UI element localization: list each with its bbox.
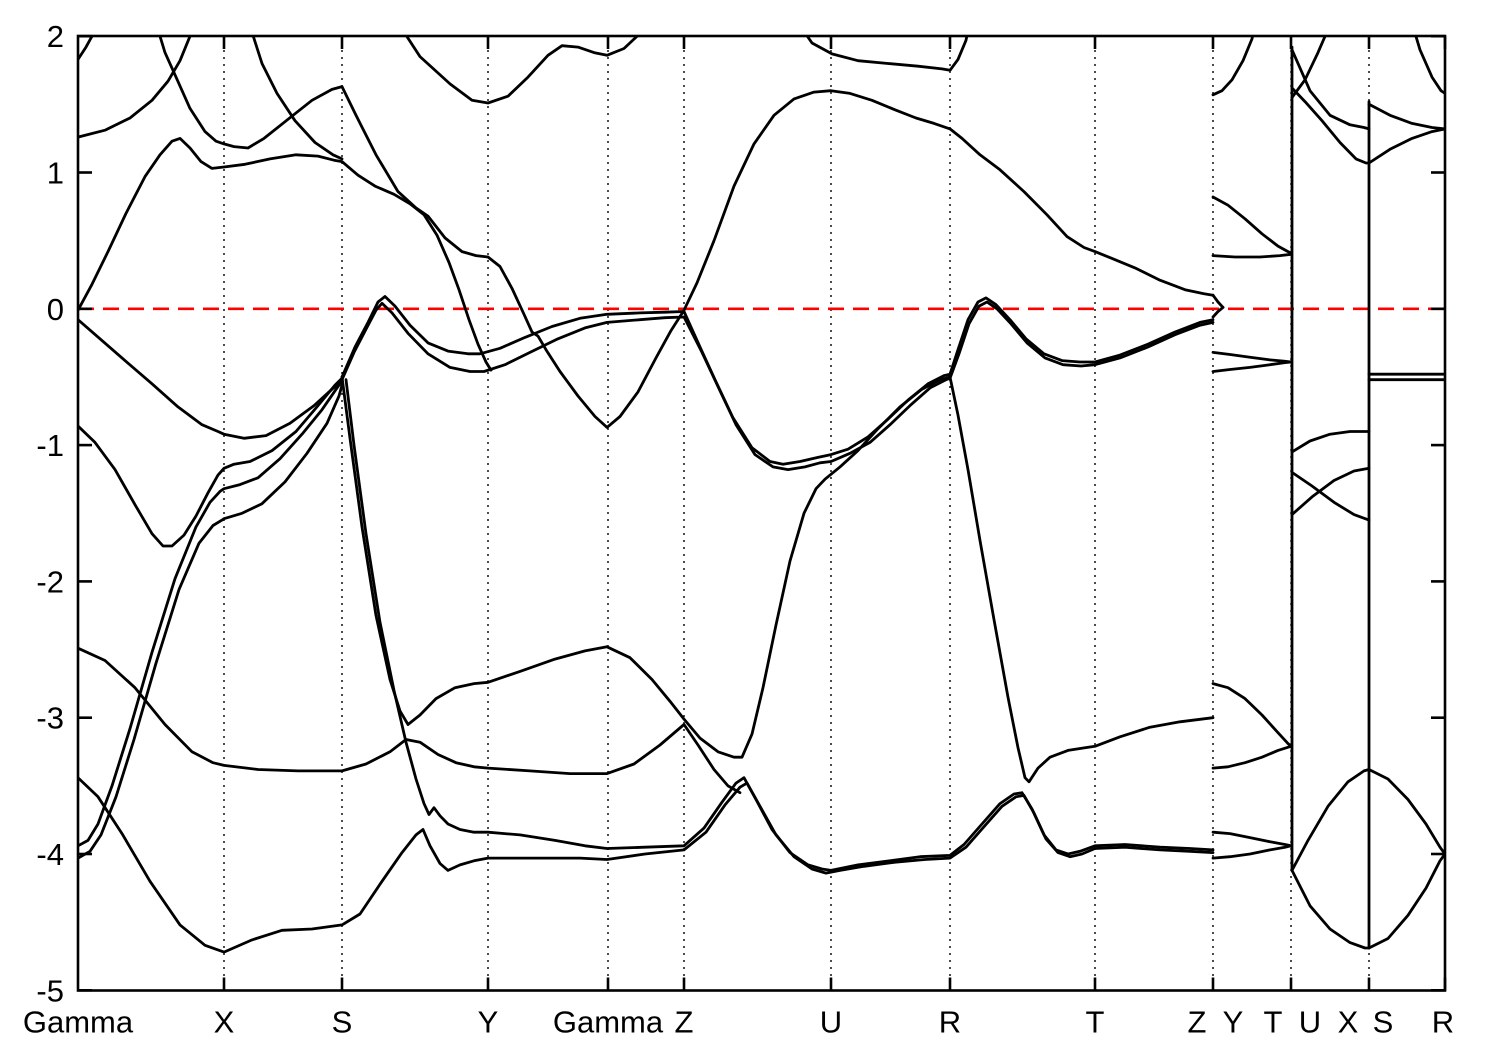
band-sr-s5 [1367, 127, 1445, 165]
k-point-label-u: U [820, 1005, 842, 1040]
k-point-label-s: S [1373, 1005, 1394, 1040]
band-sr-s8 [1367, 768, 1445, 856]
band-ux-r2 [1290, 466, 1371, 516]
band-yt-p1 [1211, 36, 1255, 97]
k-point-label-u: U [1299, 1005, 1321, 1040]
y-axis-labels: 2 1 0 -1 -2 -3 -4 -5 [36, 19, 64, 1008]
y-tick-label: -5 [36, 973, 64, 1008]
k-point-label-x: X [214, 1005, 235, 1040]
band-t2-main [158, 36, 1215, 429]
band-sr-s4 [1367, 102, 1445, 131]
band-sr-s3 [1414, 36, 1445, 95]
band-ux-t1 [1290, 768, 1371, 872]
y-tick-label: 2 [47, 19, 64, 54]
k-point-label-r: R [1432, 1005, 1454, 1040]
band-steep-c [78, 383, 344, 860]
band-gamma-top-arc [78, 36, 94, 61]
k-point-label-gamma: Gamma [553, 1005, 664, 1040]
band-ux-t2 [1290, 869, 1371, 950]
band-u-curve [78, 376, 344, 548]
band-yt-p7b [1211, 844, 1293, 860]
k-point-label-r: R [939, 1005, 961, 1040]
k-point-labels: Gamma X S Y Gamma Z U R T Z Y T U X S R [23, 1005, 1454, 1040]
band-t3-riser [78, 36, 192, 139]
k-point-label-s: S [332, 1005, 353, 1040]
k-point-label-y: Y [478, 1005, 499, 1040]
band-a1-hump-pair-upper [340, 295, 1215, 466]
band-t5-hump [78, 137, 493, 372]
plot-border [76, 34, 1447, 992]
band-yt-p4b [1211, 306, 1225, 319]
band-t1a-top [404, 36, 640, 105]
y-tick-label: -1 [36, 428, 64, 463]
band-ux-r1 [1290, 430, 1371, 454]
y-tick-label: -3 [36, 701, 64, 736]
y-tick-label: 1 [47, 156, 64, 191]
k-point-label-t: T [1264, 1005, 1283, 1040]
band-yt-p6a [1211, 682, 1293, 748]
band-ux-q1 [1290, 86, 1371, 165]
band-yt-p7a [1211, 830, 1293, 848]
band-ux-r3 [1290, 471, 1371, 522]
band-ux-q3 [1290, 36, 1327, 99]
band-t1b-top [805, 36, 969, 72]
band-e-band [340, 375, 1215, 784]
band-d-band [78, 646, 742, 795]
k-point-label-z: Z [1188, 1005, 1207, 1040]
k-point-label-t: T [1086, 1005, 1105, 1040]
band-g-band [78, 776, 1215, 954]
band-sr-s9 [1367, 852, 1445, 950]
bands-group [78, 36, 1445, 954]
y-tick-label: 0 [47, 292, 64, 327]
band-desc-gamma-x [78, 318, 344, 440]
k-point-label-y: Y [1223, 1005, 1244, 1040]
k-point-label-gamma: Gamma [23, 1005, 134, 1040]
band-yt-p4a [1211, 293, 1225, 309]
y-tick-label: -4 [36, 837, 64, 872]
tick-marks [78, 34, 1447, 992]
band-steep-b [78, 379, 344, 848]
band-t4-upper [251, 36, 344, 161]
band-yt-p6b [1211, 744, 1293, 770]
band-yt-p2 [1211, 195, 1293, 255]
k-point-label-z: Z [675, 1005, 694, 1040]
y-tick-label: -2 [36, 564, 64, 599]
band-a2-hump-pair-lower [340, 300, 1215, 471]
band-yt-p3 [1211, 252, 1293, 259]
k-point-label-x: X [1338, 1005, 1359, 1040]
band-ux-q2 [1290, 48, 1371, 131]
band-yt-p5b [1211, 360, 1293, 373]
